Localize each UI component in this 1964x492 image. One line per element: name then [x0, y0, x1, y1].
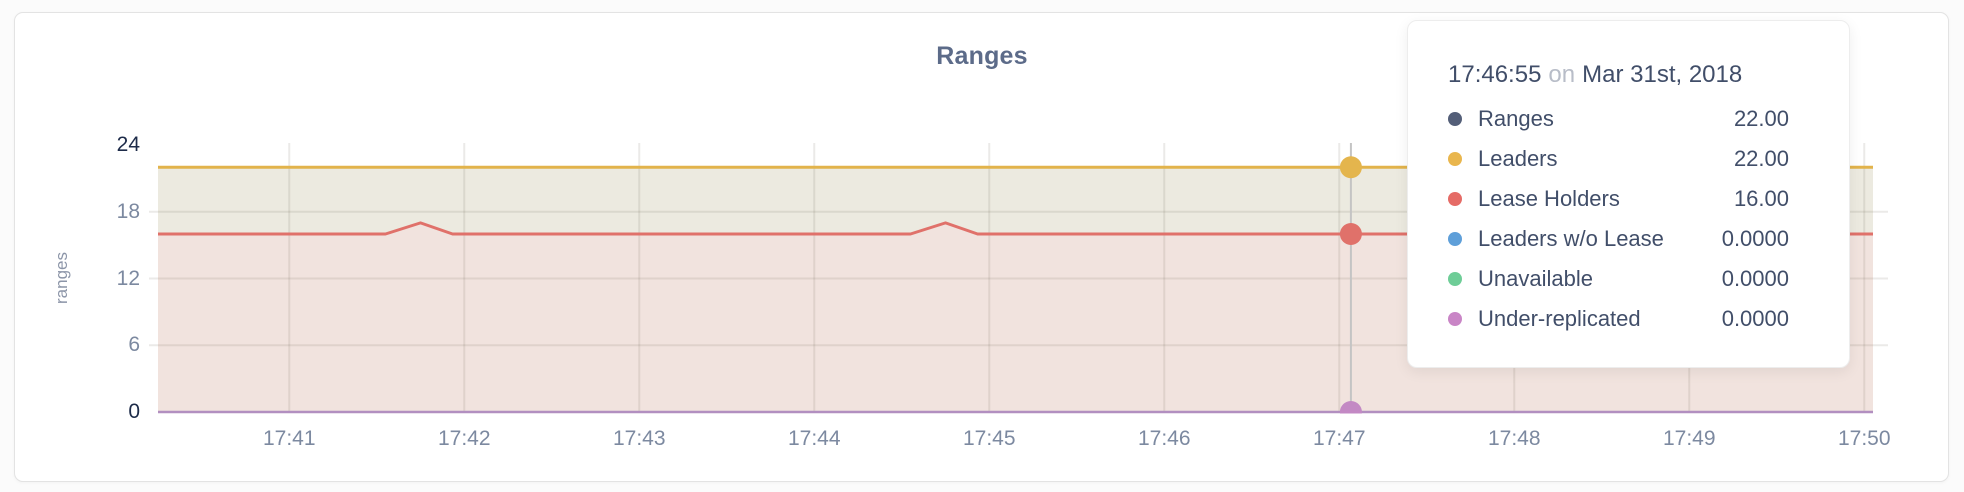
- series-color-dot-icon: [1448, 272, 1462, 286]
- series-color-dot-icon: [1448, 152, 1462, 166]
- x-tick-label: 17:42: [437, 427, 491, 450]
- tooltip-row: Leaders w/o Lease 0.0000: [1448, 219, 1789, 259]
- series-color-dot-icon: [1448, 112, 1462, 126]
- x-tick-label: 17:44: [787, 427, 841, 450]
- x-tick-label: 17:41: [262, 427, 316, 450]
- series-color-dot-icon: [1448, 312, 1462, 326]
- hover-marker-leaders: [1339, 156, 1362, 179]
- tooltip-series-value: 0.0000: [1721, 306, 1789, 331]
- hover-tooltip: 17:46:55 on Mar 31st, 2018 Ranges 22.00 Lead…: [1407, 20, 1850, 368]
- tooltip-series-label: Unavailable: [1478, 266, 1593, 291]
- hover-marker-lease-holders: [1339, 223, 1362, 245]
- series-line-lease-holders: [158, 221, 1873, 236]
- y-tick-label: 24: [116, 133, 140, 156]
- tooltip-series-value: 22.00: [1733, 146, 1789, 171]
- series-color-dot-icon: [1448, 232, 1462, 246]
- series-color-dot-icon: [1448, 192, 1462, 206]
- tooltip-series-label: Under-replicated: [1478, 306, 1641, 331]
- tooltip-series-value: 22.00: [1733, 106, 1789, 131]
- y-tick-label: 6: [128, 333, 140, 357]
- x-tick-label: 17:49: [1662, 427, 1716, 450]
- tooltip-series-label: Leaders w/o Lease: [1478, 226, 1664, 251]
- tooltip-series-value: 0.0000: [1721, 226, 1789, 251]
- y-tick-label: 12: [116, 266, 140, 290]
- tooltip-time: 17:46:55: [1448, 61, 1542, 88]
- x-tick-label: 17:47: [1312, 427, 1366, 450]
- x-tick-label: 17:43: [612, 427, 666, 450]
- tooltip-series-value: 16.00: [1733, 186, 1789, 211]
- hover-marker-under-replicated: [1339, 401, 1362, 414]
- tooltip-row: Unavailable 0.0000: [1448, 259, 1789, 299]
- x-tick-label: 17:45: [962, 427, 1016, 450]
- tooltip-series-label: Ranges: [1478, 106, 1554, 131]
- y-tick-label: 0: [128, 400, 140, 423]
- tooltip-row: Lease Holders 16.00: [1448, 179, 1789, 219]
- chart-title: Ranges: [936, 42, 1028, 70]
- x-tick-label: 17:46: [1137, 427, 1191, 450]
- tooltip-timestamp: 17:46:55 on Mar 31st, 2018: [1448, 59, 1789, 91]
- tooltip-row: Ranges 22.00: [1448, 99, 1789, 139]
- tooltip-row: Under-replicated 0.0000: [1448, 299, 1789, 339]
- tooltip-date: Mar 31st, 2018: [1582, 61, 1743, 88]
- tooltip-series-value: 0.0000: [1721, 266, 1789, 291]
- tooltip-series-rows: Ranges 22.00 Leaders 22.00 Lease Holders 16.0…: [1448, 99, 1789, 339]
- tooltip-on-word: on: [1548, 61, 1576, 88]
- x-tick-label: 17:50: [1837, 427, 1891, 450]
- tooltip-row: Leaders 22.00: [1448, 139, 1789, 179]
- x-tick-label: 17:48: [1487, 427, 1541, 450]
- tooltip-series-label: Lease Holders: [1478, 186, 1620, 211]
- tooltip-series-label: Leaders: [1478, 146, 1558, 171]
- y-tick-label: 18: [116, 199, 140, 223]
